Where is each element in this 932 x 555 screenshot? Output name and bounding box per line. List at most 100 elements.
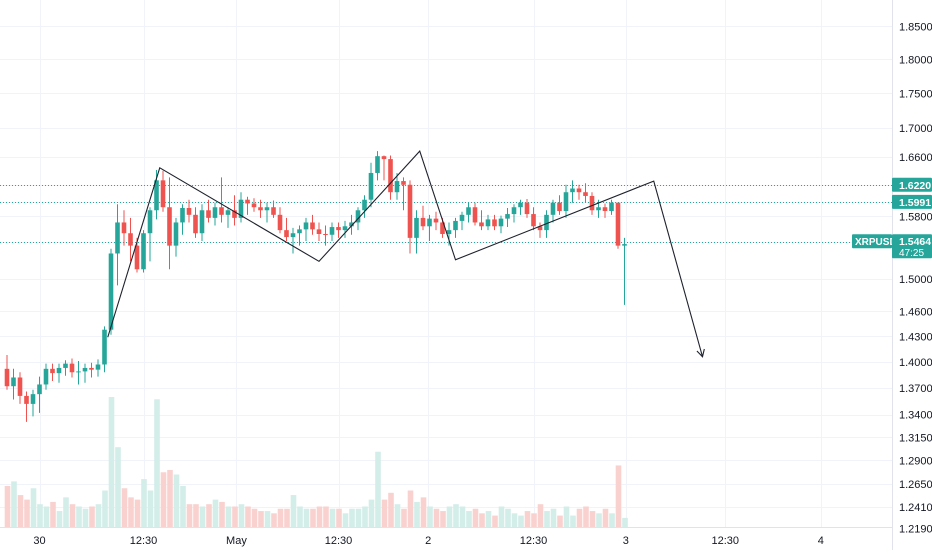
- candle-body: [238, 199, 244, 218]
- price-tick-label: 1.8000: [899, 54, 932, 66]
- candle-body: [472, 207, 478, 223]
- candle-body: [583, 192, 588, 196]
- candle-body: [277, 214, 283, 231]
- volume-bar: [420, 497, 427, 527]
- volume-bar: [544, 511, 550, 527]
- price-tick-label: 1.2410: [899, 502, 932, 514]
- volume-bar: [596, 513, 602, 527]
- candle-body: [115, 222, 120, 254]
- candle-body: [11, 377, 16, 387]
- volume-bar: [186, 504, 193, 527]
- candle-body: [511, 207, 517, 215]
- candle-body: [531, 214, 536, 227]
- volume-bar: [69, 504, 76, 527]
- volume-bar: [50, 501, 56, 527]
- pattern-drawing[interactable]: [107, 150, 705, 358]
- volume-bar: [56, 511, 63, 527]
- volume-bar: [511, 513, 518, 527]
- candle-body: [576, 188, 582, 193]
- candle-body: [290, 233, 296, 238]
- price-tick-label: 1.5000: [899, 274, 932, 286]
- candle-body: [251, 203, 257, 208]
- volume-bar: [518, 515, 524, 527]
- candle-body: [602, 207, 608, 212]
- candle-body: [401, 181, 406, 185]
- candle-body: [128, 233, 133, 246]
- candle-body: [550, 202, 556, 215]
- volume-bar: [89, 506, 95, 527]
- volume-bar: [368, 499, 375, 527]
- volume-bar: [212, 499, 219, 527]
- volume-bar: [479, 513, 485, 527]
- candle-body: [284, 230, 289, 238]
- candle-body: [388, 159, 393, 193]
- volume-bar: [173, 474, 180, 527]
- volume-bar: [238, 504, 245, 527]
- volume-bar: [154, 399, 160, 527]
- candle-body: [381, 156, 387, 160]
- candle-body: [56, 367, 62, 374]
- candle-body: [414, 217, 419, 238]
- volume-bar: [277, 508, 284, 527]
- candle-body: [121, 222, 127, 234]
- volume-bar: [531, 513, 537, 527]
- volume-bar: [264, 511, 271, 527]
- candle-body: [596, 207, 601, 211]
- volume-bar: [43, 506, 50, 527]
- candle-body: [368, 172, 374, 200]
- volume-bar: [199, 506, 206, 527]
- volume-bar: [180, 485, 186, 527]
- volume-bar: [303, 508, 310, 527]
- candle-body: [362, 199, 367, 211]
- candle-body: [446, 230, 452, 234]
- volume-bar: [440, 511, 446, 527]
- candle-body: [147, 210, 153, 234]
- volume-bar: [433, 508, 440, 527]
- time-tick-label: 4: [818, 535, 824, 547]
- last-price-label: 1.5464: [899, 236, 931, 248]
- volume-bar: [453, 504, 459, 527]
- volume-bar: [388, 492, 394, 527]
- volume-bar: [232, 506, 238, 527]
- volume-bar: [427, 506, 433, 527]
- candle-body: [50, 368, 55, 374]
- time-tick-label: 30: [33, 535, 45, 547]
- price-tick-label: 1.3150: [899, 432, 932, 444]
- candle-body: [271, 207, 276, 215]
- candle-body: [180, 207, 185, 223]
- volume-bar: [128, 497, 134, 527]
- volume-bar: [563, 506, 570, 527]
- candle-body: [310, 222, 315, 230]
- volume-bar: [115, 447, 121, 527]
- price-tick-label: 1.4600: [899, 306, 932, 318]
- price-axis[interactable]: 1.8500 1.8000 1.7500 1.7000 1.6600 1.5800 1.50…: [892, 0, 932, 550]
- time-axis[interactable]: 30 12:30 May 12:30 2 12:30 3 12:30 4: [0, 527, 892, 550]
- candle-body: [173, 222, 179, 246]
- candle-body: [37, 384, 42, 395]
- candle-body: [355, 210, 361, 223]
- volume-bar: [472, 508, 479, 527]
- symbol-tag: [852, 234, 892, 249]
- candle-body: [615, 202, 621, 246]
- candle-body: [479, 222, 484, 227]
- candle-body: [466, 207, 471, 215]
- price-tick-label: 1.2650: [899, 479, 932, 491]
- volume-bar: [17, 495, 24, 527]
- price-tick-label: 1.7500: [899, 88, 932, 100]
- volume-bar: [537, 504, 544, 527]
- time-axis-bg: [0, 527, 892, 550]
- candle-body: [167, 207, 172, 246]
- volume-bar: [602, 508, 609, 527]
- volume-bar: [82, 508, 89, 527]
- candle-body: [498, 218, 504, 227]
- candle-body: [212, 207, 218, 218]
- volume-bar: [589, 511, 596, 527]
- pattern-polyline: [107, 150, 704, 357]
- last-price-tag: [892, 234, 932, 259]
- candle-body: [342, 226, 348, 231]
- price-tick-label: 1.2900: [899, 455, 932, 467]
- candle-body: [609, 202, 614, 212]
- time-tick-label: 12:30: [520, 535, 548, 547]
